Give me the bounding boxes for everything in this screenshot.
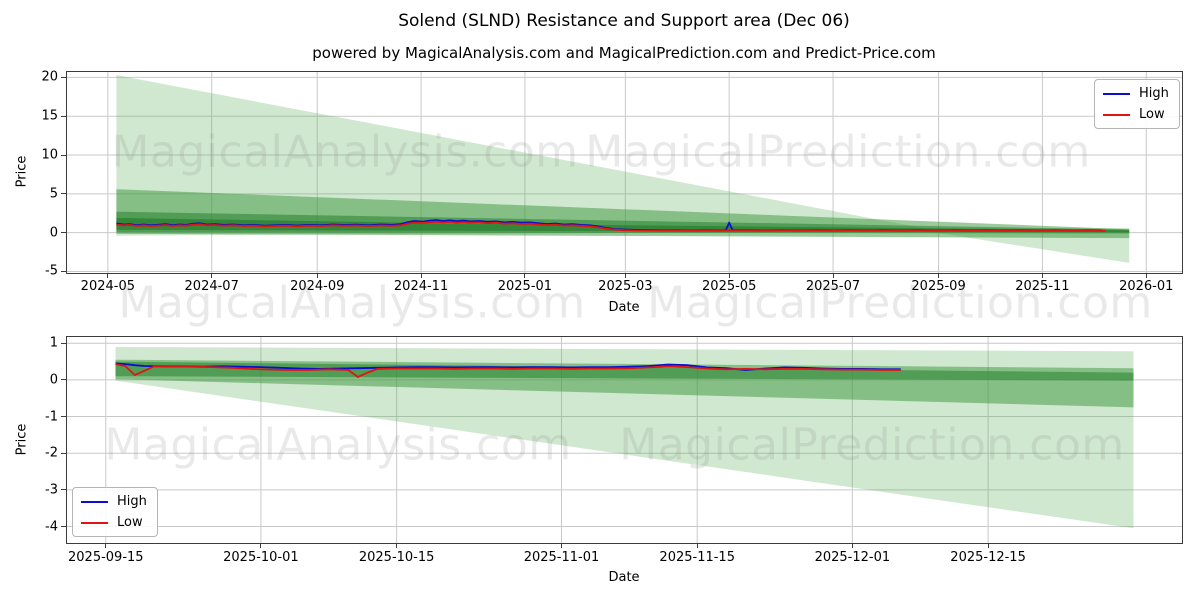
x-tick-mark	[624, 274, 626, 278]
x-tick-label: 2024-07	[184, 279, 239, 294]
x-tick-mark	[696, 544, 698, 548]
legend-label-low: Low	[1139, 107, 1165, 122]
x-tick-label: 2025-12-01	[814, 550, 891, 565]
y-tick-mark	[61, 379, 66, 381]
high-line-swatch	[1103, 92, 1130, 95]
bottom-legend: High Low	[72, 487, 158, 537]
top-price-plot	[66, 71, 1183, 274]
y-tick-mark	[61, 270, 66, 272]
x-tick-label: 2025-11-01	[523, 550, 600, 565]
x-tick-mark	[728, 274, 730, 278]
x-tick-label: 2026-01	[1119, 279, 1174, 294]
bottom-plot-canvas	[67, 337, 1182, 543]
y-tick-label: -4	[45, 519, 58, 534]
chart-title: Solend (SLND) Resistance and Support are…	[398, 11, 850, 31]
x-tick-label: 2025-10-01	[223, 550, 299, 565]
series-low-line	[115, 363, 901, 378]
y-tick-mark	[61, 342, 66, 344]
x-tick-label: 2025-10-15	[358, 550, 435, 565]
bottom-price-plot	[66, 336, 1183, 544]
low-line-swatch	[1103, 113, 1130, 116]
y-tick-label: 1	[49, 335, 58, 351]
x-tick-label: 2025-05	[702, 279, 757, 294]
top-plot-canvas	[67, 72, 1182, 273]
chart-subtitle: powered by MagicalAnalysis.com and Magic…	[312, 44, 936, 62]
legend-label-high: High	[117, 494, 147, 509]
low-line-swatch	[81, 521, 108, 524]
y-tick-mark	[61, 193, 66, 195]
y-tick-mark	[61, 526, 66, 527]
watermark-prediction: MagicalPrediction.com	[619, 419, 1125, 471]
x-tick-mark	[560, 544, 562, 548]
legend-label-low: Low	[117, 515, 143, 530]
x-tick-label: 2024-05	[80, 279, 136, 294]
x-tick-label: 2025-11	[1015, 279, 1070, 294]
y-tick-label: 20	[41, 69, 58, 85]
bottom-x-axis-label: Date	[608, 570, 640, 585]
x-tick-label: 2024-11	[393, 279, 449, 294]
y-tick-mark	[61, 232, 66, 234]
watermark-prediction: MagicalPrediction.com	[585, 126, 1091, 178]
y-tick-label: -2	[45, 445, 58, 461]
legend-item-high: High	[1103, 86, 1169, 101]
y-tick-label: 5	[49, 186, 58, 202]
legend-label-high: High	[1139, 86, 1169, 101]
y-tick-label: -5	[45, 263, 58, 279]
bottom-y-axis-label: Price	[14, 423, 30, 456]
x-tick-mark	[420, 274, 422, 278]
y-tick-mark	[61, 76, 66, 78]
top-legend: High Low	[1094, 79, 1180, 129]
x-tick-label: 2025-03	[598, 279, 653, 294]
watermark-prediction: MagicalPrediction.com	[647, 277, 1153, 329]
watermark-analysis: MagicalAnalysis.com	[118, 277, 586, 329]
x-tick-label: 2025-11-15	[659, 550, 735, 565]
x-tick-mark	[105, 544, 107, 548]
y-tick-label: -3	[45, 482, 58, 498]
y-tick-mark	[61, 489, 66, 491]
x-tick-mark	[1041, 274, 1043, 278]
y-tick-label: 15	[41, 108, 58, 124]
band-inner-band	[115, 361, 1134, 381]
y-tick-label: 0	[49, 225, 58, 241]
watermark-analysis: MagicalAnalysis.com	[104, 419, 572, 471]
x-tick-mark	[987, 544, 989, 548]
y-tick-mark	[61, 452, 66, 454]
y-tick-label: 10	[41, 147, 58, 163]
y-tick-mark	[61, 115, 66, 117]
x-tick-label: 2025-07	[805, 279, 861, 294]
legend-item-high: High	[81, 494, 147, 509]
y-tick-mark	[61, 154, 66, 156]
x-tick-mark	[832, 274, 834, 278]
y-tick-mark	[61, 416, 66, 418]
x-tick-mark	[396, 544, 398, 548]
x-tick-label: 2025-01	[497, 279, 553, 294]
series-low-line	[116, 220, 1106, 232]
top-x-axis-label: Date	[608, 300, 640, 315]
x-tick-label: 2025-09-15	[68, 550, 144, 565]
x-tick-mark	[524, 274, 526, 278]
high-line-swatch	[81, 500, 108, 503]
x-tick-mark	[260, 544, 262, 548]
x-tick-mark	[211, 274, 213, 278]
top-y-axis-label: Price	[14, 155, 30, 188]
x-tick-label: 2024-09	[290, 279, 345, 294]
x-tick-mark	[938, 274, 940, 278]
x-tick-mark	[851, 544, 853, 548]
y-tick-label: -1	[45, 409, 58, 425]
y-tick-label: 0	[49, 372, 58, 388]
x-tick-label: 2025-09	[911, 279, 966, 294]
band-core-band	[116, 217, 1130, 233]
watermark-analysis: MagicalAnalysis.com	[111, 126, 579, 178]
legend-item-low: Low	[81, 515, 147, 530]
x-tick-mark	[316, 274, 318, 278]
legend-item-low: Low	[1103, 107, 1169, 122]
x-tick-mark	[107, 274, 109, 278]
x-tick-label: 2025-12-15	[950, 550, 1026, 565]
x-tick-mark	[1145, 274, 1147, 278]
